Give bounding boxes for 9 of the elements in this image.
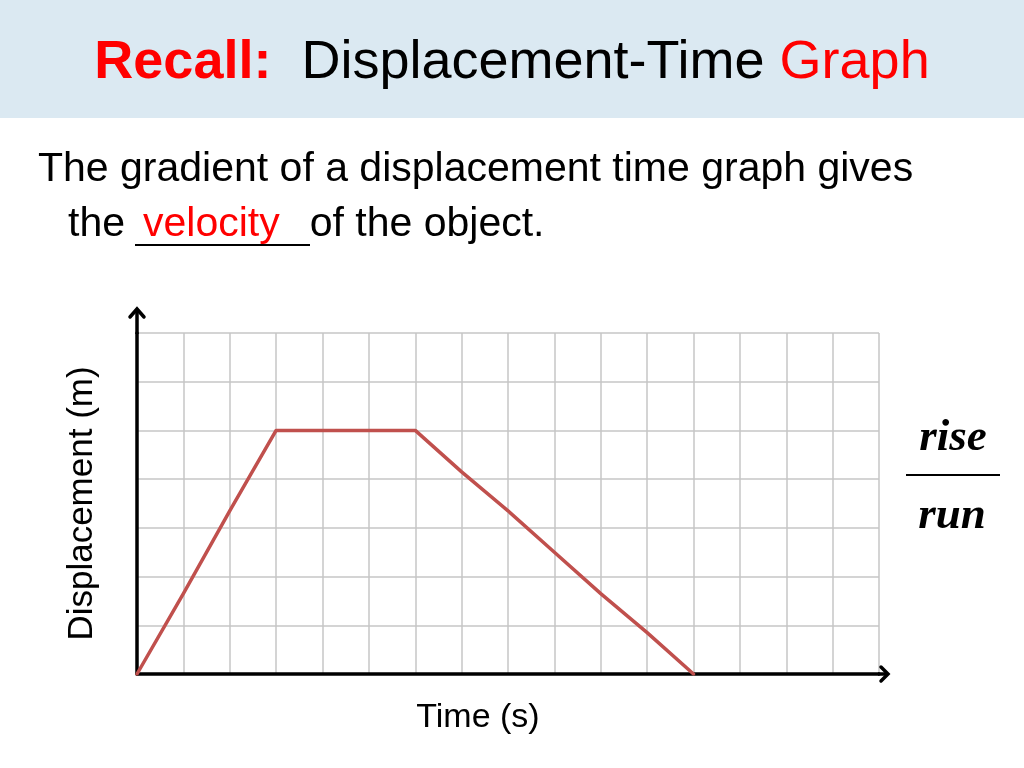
- text: velocity: [135, 199, 310, 246]
- x-axis-title: Time (s): [416, 696, 540, 734]
- text: run: [917, 488, 987, 538]
- chart-title: Recall: Displacement-Time Graph: [94, 29, 930, 89]
- chart-subtitle: The gradient of a displacement time graph gives: [38, 144, 914, 190]
- text: rise: [906, 410, 1000, 476]
- text: of the object.: [309, 199, 545, 245]
- y-axis-title: Displacement (m): [60, 366, 99, 641]
- text: the: [68, 199, 125, 245]
